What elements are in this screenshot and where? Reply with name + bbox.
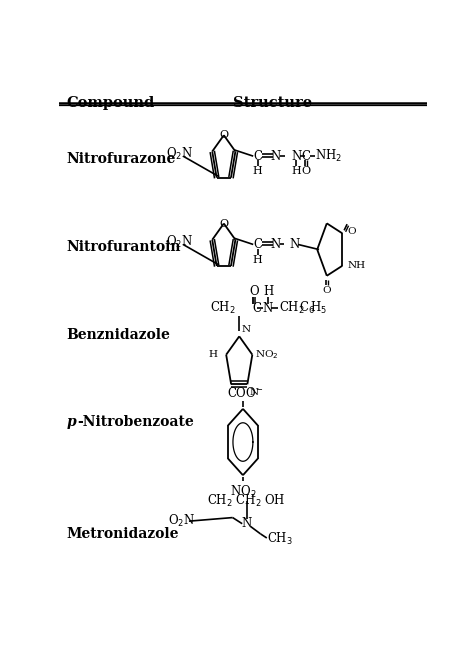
Text: H: H bbox=[253, 166, 263, 176]
Text: C: C bbox=[301, 150, 310, 162]
Text: NH: NH bbox=[347, 261, 365, 271]
Text: H: H bbox=[263, 286, 273, 298]
Text: O$_2$N: O$_2$N bbox=[166, 234, 193, 250]
Text: O: O bbox=[219, 219, 228, 229]
Text: O$_2$N: O$_2$N bbox=[168, 513, 195, 529]
Text: C: C bbox=[253, 150, 262, 162]
Text: N: N bbox=[263, 302, 273, 315]
Text: N: N bbox=[241, 517, 252, 530]
Text: N: N bbox=[291, 150, 301, 162]
Text: CH$_2$ CH$_2$ OH: CH$_2$ CH$_2$ OH bbox=[207, 493, 286, 509]
Text: p: p bbox=[66, 414, 76, 428]
Text: O: O bbox=[249, 286, 259, 298]
Text: C$_6$: C$_6$ bbox=[299, 300, 315, 316]
Text: O: O bbox=[301, 166, 310, 176]
Text: CH$_2$: CH$_2$ bbox=[279, 300, 304, 316]
Text: O: O bbox=[348, 227, 356, 236]
Text: H: H bbox=[292, 166, 301, 176]
Text: COO$^{-}$: COO$^{-}$ bbox=[227, 386, 263, 400]
Text: H$_5$: H$_5$ bbox=[310, 300, 327, 316]
Text: Metronidazole: Metronidazole bbox=[66, 527, 179, 541]
Text: CH$_3$: CH$_3$ bbox=[267, 531, 292, 547]
Text: CH$_2$: CH$_2$ bbox=[210, 300, 236, 316]
Text: O$_2$N: O$_2$N bbox=[166, 146, 193, 162]
Text: Compound: Compound bbox=[66, 96, 155, 110]
Text: H: H bbox=[253, 255, 263, 265]
Text: N: N bbox=[271, 150, 281, 162]
Text: O: O bbox=[219, 130, 228, 140]
Text: N: N bbox=[249, 389, 258, 397]
Text: Nitrofurantoin: Nitrofurantoin bbox=[66, 240, 181, 254]
Text: Structure: Structure bbox=[233, 96, 312, 110]
Text: NH$_2$: NH$_2$ bbox=[315, 148, 342, 164]
Text: H: H bbox=[208, 350, 217, 359]
Text: C: C bbox=[252, 302, 261, 315]
Text: NO$_2$: NO$_2$ bbox=[255, 348, 279, 361]
Text: N: N bbox=[241, 325, 250, 333]
Text: Nitrofurazone: Nitrofurazone bbox=[66, 152, 176, 166]
Text: O: O bbox=[322, 286, 331, 295]
Text: N: N bbox=[271, 238, 281, 251]
Text: NO$_2$: NO$_2$ bbox=[230, 485, 256, 501]
Text: N: N bbox=[289, 238, 300, 251]
Text: C: C bbox=[253, 238, 262, 251]
Text: -Nitrobenzoate: -Nitrobenzoate bbox=[77, 414, 194, 428]
Text: Benznidazole: Benznidazole bbox=[66, 328, 171, 342]
